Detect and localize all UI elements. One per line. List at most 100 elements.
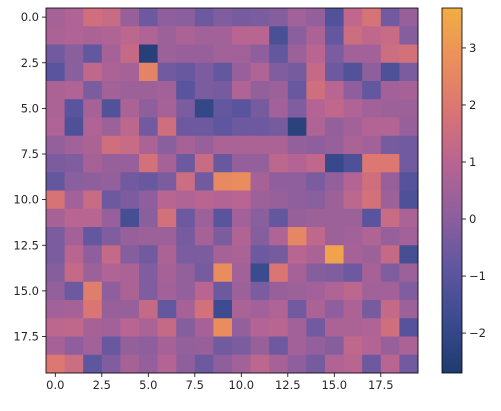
colorbar: 3 2 1 0 −1 −2	[441, 7, 486, 374]
heatmap-cell	[362, 154, 382, 173]
heatmap-cell	[362, 245, 382, 264]
heatmap-cell	[101, 227, 121, 246]
heatmap-cell	[380, 154, 400, 173]
heatmap-cell	[46, 62, 65, 82]
heatmap-cell	[157, 300, 177, 319]
heatmap-cell	[213, 263, 233, 283]
heatmap-cell	[157, 336, 177, 356]
heatmap-cell	[213, 135, 233, 155]
colorbar-tick-label: 2	[469, 98, 476, 112]
heatmap-cell	[232, 300, 251, 319]
x-tick-label: 2.5	[93, 378, 111, 392]
heatmap-cell	[139, 44, 158, 64]
heatmap-cell	[101, 336, 121, 356]
heatmap-cell	[362, 336, 382, 356]
heatmap-cell	[46, 190, 65, 210]
heatmap-cell	[269, 318, 289, 337]
x-tick-label: 7.5	[186, 378, 204, 392]
heatmap-cell	[176, 208, 196, 228]
heatmap-cell	[343, 263, 363, 283]
heatmap-cell	[139, 245, 158, 264]
heatmap-cell	[325, 172, 344, 191]
heatmap-cell	[101, 281, 121, 301]
heatmap-cell	[250, 8, 270, 27]
heatmap-cell	[139, 26, 158, 45]
heatmap-cell	[380, 135, 400, 155]
heatmap-cell	[362, 81, 382, 100]
heatmap-cell	[343, 300, 363, 319]
heatmap-cell	[325, 354, 344, 374]
heatmap-cell	[157, 227, 177, 246]
heatmap-cell	[64, 135, 84, 155]
x-tick-label: 12.5	[275, 378, 301, 392]
heatmap-cell	[380, 336, 400, 356]
heatmap-cell	[213, 62, 233, 82]
heatmap-cell	[139, 117, 158, 137]
heatmap-cell	[213, 154, 233, 173]
heatmap-cell	[250, 245, 270, 264]
heatmap-cell	[176, 172, 196, 191]
heatmap-cell	[194, 263, 214, 283]
heatmap-cell	[232, 172, 251, 191]
heatmap-cell	[176, 117, 196, 137]
heatmap-cell	[232, 99, 251, 118]
heatmap-cell	[399, 172, 419, 191]
heatmap-cell	[232, 117, 251, 137]
heatmap-cell	[399, 135, 419, 155]
heatmap-cell	[306, 354, 326, 374]
heatmap-cell	[343, 208, 363, 228]
heatmap-cell	[380, 8, 400, 27]
heatmap-cell	[83, 227, 103, 246]
heatmap-cell	[306, 190, 326, 210]
heatmap-cell	[176, 81, 196, 100]
heatmap-cell	[176, 354, 196, 374]
heatmap-cell	[194, 99, 214, 118]
heatmap-cell	[343, 227, 363, 246]
heatmap-cell	[176, 281, 196, 301]
heatmap-cell	[176, 336, 196, 356]
heatmap-cell	[139, 81, 158, 100]
heatmap-cell	[250, 190, 270, 210]
heatmap-cell	[194, 8, 214, 27]
heatmap-cell	[157, 263, 177, 283]
heatmap-cell	[250, 281, 270, 301]
heatmap-cell	[306, 62, 326, 82]
heatmap-cell	[380, 263, 400, 283]
plot-frame	[45, 7, 419, 374]
heatmap-cell	[250, 44, 270, 64]
heatmap-cell	[232, 81, 251, 100]
heatmap-cell	[120, 281, 140, 301]
heatmap-cell	[287, 318, 307, 337]
heatmap-cell	[101, 318, 121, 337]
x-tick-label: 10.0	[228, 378, 254, 392]
heatmap-cell	[213, 44, 233, 64]
heatmap-cell	[139, 227, 158, 246]
heatmap-cell	[380, 227, 400, 246]
heatmap-cell	[213, 300, 233, 319]
heatmap-cell	[139, 8, 158, 27]
heatmap-cell	[194, 117, 214, 137]
heatmap-cell	[343, 99, 363, 118]
heatmap-cell	[46, 117, 65, 137]
heatmap-cell	[46, 44, 65, 64]
heatmap-cell	[194, 44, 214, 64]
heatmap-cell	[194, 208, 214, 228]
heatmap-cell	[325, 245, 344, 264]
heatmap-cell	[343, 26, 363, 45]
heatmap-cell	[269, 300, 289, 319]
heatmap-cell	[232, 26, 251, 45]
heatmap-cell	[250, 99, 270, 118]
heatmap-cell	[83, 245, 103, 264]
heatmap-cell	[139, 135, 158, 155]
heatmap-cell	[325, 227, 344, 246]
heatmap-cell	[250, 354, 270, 374]
heatmap-cell	[46, 8, 65, 27]
heatmap-cell	[101, 81, 121, 100]
heatmap-cell	[250, 336, 270, 356]
heatmap-cell	[380, 208, 400, 228]
y-tick-label: 10.0	[13, 193, 39, 207]
heatmap-cell	[157, 117, 177, 137]
heatmap-cell	[232, 208, 251, 228]
heatmap-cell	[101, 354, 121, 374]
heatmap-cell	[287, 245, 307, 264]
